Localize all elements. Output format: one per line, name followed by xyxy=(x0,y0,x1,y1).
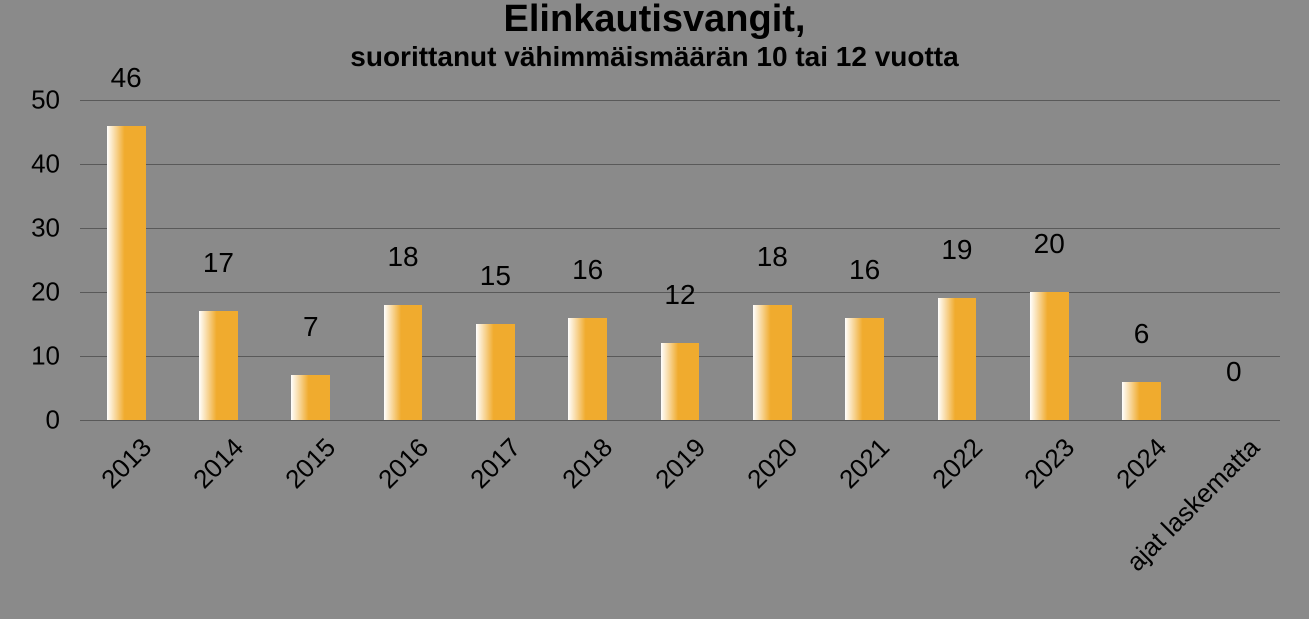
bar-value-label: 19 xyxy=(911,234,1003,266)
bar-slot: 16 xyxy=(542,100,634,420)
bar xyxy=(1122,382,1161,420)
bar xyxy=(199,311,238,420)
bar xyxy=(107,126,146,420)
x-tick-label: 2013 xyxy=(0,432,158,595)
bar-slot: 17 xyxy=(172,100,264,420)
bar-value-label: 12 xyxy=(634,279,726,311)
bar xyxy=(938,298,977,420)
chart-subtitle: suorittanut vähimmäismäärän 10 tai 12 vu… xyxy=(0,40,1309,74)
bar xyxy=(753,305,792,420)
plot-area: 46177181516121816192060 xyxy=(80,100,1280,420)
bar-value-label: 7 xyxy=(265,311,357,343)
bar-slot: 46 xyxy=(80,100,172,420)
bar-value-label: 18 xyxy=(726,241,818,273)
chart-title: Elinkautisvangit, xyxy=(0,0,1309,40)
bar xyxy=(568,318,607,420)
bar-value-label: 17 xyxy=(172,247,264,279)
bar-value-label: 18 xyxy=(357,241,449,273)
y-tick-label: 10 xyxy=(31,341,60,372)
bar-slot: 19 xyxy=(911,100,1003,420)
bar xyxy=(661,343,700,420)
bar-slot: 16 xyxy=(818,100,910,420)
bar-slot: 15 xyxy=(449,100,541,420)
bar-slot: 6 xyxy=(1095,100,1187,420)
bar xyxy=(384,305,423,420)
bar-slot: 18 xyxy=(357,100,449,420)
bar-value-label: 16 xyxy=(542,254,634,286)
y-axis-labels: 01020304050 xyxy=(0,100,70,420)
bar-value-label: 20 xyxy=(1003,228,1095,260)
bar-value-label: 46 xyxy=(80,62,172,94)
bars-group: 46177181516121816192060 xyxy=(80,100,1280,420)
bar-slot: 7 xyxy=(265,100,357,420)
bar-value-label: 15 xyxy=(449,260,541,292)
bar xyxy=(476,324,515,420)
bar xyxy=(291,375,330,420)
bar-value-label: 6 xyxy=(1095,318,1187,350)
y-tick-label: 50 xyxy=(31,85,60,116)
y-tick-label: 20 xyxy=(31,277,60,308)
y-tick-label: 40 xyxy=(31,149,60,180)
chart-container: Elinkautisvangit, suorittanut vähimmäism… xyxy=(0,0,1309,619)
bar xyxy=(845,318,884,420)
chart-title-block: Elinkautisvangit, suorittanut vähimmäism… xyxy=(0,0,1309,73)
bar-slot: 0 xyxy=(1188,100,1280,420)
bar-slot: 20 xyxy=(1003,100,1095,420)
bar-value-label: 16 xyxy=(818,254,910,286)
bar-value-label: 0 xyxy=(1188,356,1280,388)
x-axis-labels: 2013201420152016201720182019202020212022… xyxy=(80,420,1280,619)
y-tick-label: 0 xyxy=(46,405,60,436)
y-tick-label: 30 xyxy=(31,213,60,244)
bar-slot: 18 xyxy=(726,100,818,420)
bar xyxy=(1030,292,1069,420)
bar-slot: 12 xyxy=(634,100,726,420)
